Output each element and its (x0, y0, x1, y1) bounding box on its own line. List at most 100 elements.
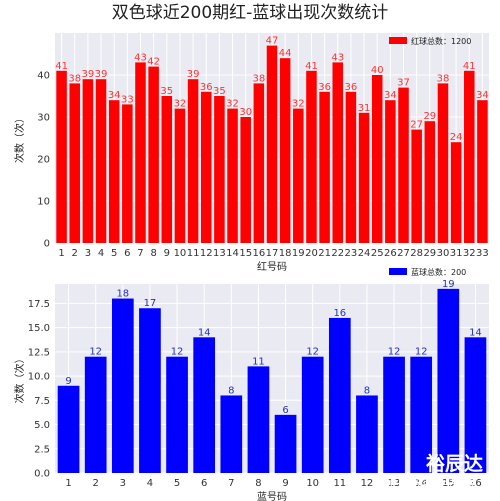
blue-data-label: 8 (364, 385, 370, 396)
red-bar (266, 45, 278, 243)
blue-data-label: 19 (442, 279, 455, 290)
red-data-label: 38 (437, 73, 450, 84)
red-x-tick-label: 23 (345, 248, 358, 259)
blue-x-tick-label: 8 (255, 478, 261, 489)
blue-data-label: 8 (228, 385, 234, 396)
blue-data-label: 12 (306, 347, 319, 358)
red-data-label: 32 (292, 99, 305, 110)
watermark-attribution: 知乎 @数字故事 (380, 476, 475, 492)
red-x-tick-label: 18 (279, 248, 292, 259)
red-data-label: 32 (174, 99, 187, 110)
red-y-tick-label: 40 (37, 71, 50, 82)
blue-data-label: 6 (282, 405, 288, 416)
red-x-tick-label: 13 (213, 248, 226, 259)
red-data-label: 24 (450, 132, 463, 143)
red-bar (464, 70, 475, 243)
red-y-tick-label: 30 (37, 113, 50, 124)
blue-bar (247, 366, 270, 473)
red-data-label: 36 (345, 82, 358, 93)
red-x-tick-label: 22 (331, 248, 344, 259)
red-x-tick-label: 11 (187, 248, 200, 259)
red-bar (424, 121, 436, 243)
blue-x-tick-label: 15 (442, 478, 455, 489)
blue-y-tick-label: 17.5 (28, 299, 50, 310)
red-bar (332, 62, 344, 244)
red-bar (56, 70, 67, 243)
blue-bar (301, 356, 324, 473)
red-x-tick-label: 12 (200, 248, 213, 259)
red-data-label: 27 (410, 120, 423, 131)
red-x-tick-label: 32 (463, 248, 476, 259)
blue-x-tick-label: 6 (201, 478, 207, 489)
red-bar (95, 79, 107, 243)
blue-bar (464, 337, 487, 473)
red-data-label: 34 (476, 90, 489, 101)
red-x-tick-label: 14 (226, 248, 239, 259)
blue-data-label: 12 (171, 347, 184, 358)
blue-data-labels: 9 12 18 17 12 14 8 11 6 12 16 8 12 12 19 14 (65, 279, 481, 416)
red-x-ticks: 1 2 3 4 5 6 7 8 9 10 11 12 13 14 15 16 17 18 19 20 21 22 23 24 2… (58, 248, 488, 259)
red-bar (358, 112, 370, 243)
blue-legend-label: 蓝球总数：200 (411, 267, 466, 277)
blue-bar (410, 356, 433, 473)
watermark-logo: 裕辰达 (426, 452, 483, 475)
blue-y-tick-label: 7.5 (34, 396, 50, 407)
red-x-tick-label: 8 (150, 248, 156, 259)
red-legend-label: 红球总数：1200 (411, 36, 471, 46)
red-bar (398, 87, 409, 243)
blue-data-label: 17 (144, 298, 157, 309)
red-data-label: 37 (397, 78, 410, 89)
watermark: 裕辰达 知乎 @数字故事 (380, 452, 483, 492)
red-x-tick-label: 20 (305, 248, 318, 259)
red-data-label: 36 (318, 82, 331, 93)
blue-bar (328, 317, 351, 473)
red-x-tick-label: 25 (371, 248, 384, 259)
blue-x-tick-label: 3 (120, 478, 126, 489)
blue-bar (383, 356, 405, 473)
red-data-label: 41 (305, 61, 318, 72)
blue-x-tick-label: 10 (306, 478, 319, 489)
red-bars (56, 45, 488, 244)
blue-y-tick-label: 10.0 (28, 372, 50, 383)
red-x-tick-label: 16 (252, 248, 265, 259)
red-data-label: 39 (187, 69, 200, 80)
red-x-tick-label: 2 (72, 248, 78, 259)
red-legend: 红球总数：1200 (389, 36, 471, 46)
red-bar (108, 100, 120, 243)
blue-bar (193, 337, 216, 473)
red-x-tick-label: 17 (266, 248, 279, 259)
red-x-tick-label: 21 (318, 248, 331, 259)
blue-x-tick-label: 5 (174, 478, 180, 489)
blue-bar (84, 356, 107, 473)
red-data-label: 31 (358, 103, 371, 114)
blue-x-tick-label: 4 (147, 478, 153, 489)
red-data-label: 34 (384, 90, 397, 101)
blue-data-label: 9 (65, 376, 71, 387)
red-bar (161, 96, 173, 243)
blue-bar (274, 414, 297, 473)
red-y-axis-label: 次数（次） (13, 113, 26, 163)
red-bar (279, 58, 291, 244)
blue-x-tick-label: 11 (333, 478, 346, 489)
red-x-tick-label: 33 (476, 248, 489, 259)
red-x-tick-label: 28 (410, 248, 423, 259)
red-x-tick-label: 19 (292, 248, 305, 259)
blue-legend-swatch (389, 268, 407, 275)
blue-bar (220, 395, 243, 473)
red-bar (293, 108, 304, 243)
red-bar (437, 83, 449, 244)
blue-data-label: 12 (89, 347, 102, 358)
blue-data-label: 18 (116, 289, 129, 300)
blue-x-tick-label: 14 (415, 478, 428, 489)
blue-data-label: 16 (333, 308, 346, 319)
blue-x-tick-label: 9 (282, 478, 288, 489)
red-bar (135, 62, 146, 244)
red-x-tick-label: 24 (358, 248, 371, 259)
red-legend-swatch (389, 37, 407, 44)
red-data-label: 29 (423, 111, 436, 122)
red-data-label: 35 (213, 86, 226, 97)
red-bar (319, 91, 330, 243)
red-x-tick-label: 10 (174, 248, 187, 259)
red-bar (200, 91, 212, 243)
